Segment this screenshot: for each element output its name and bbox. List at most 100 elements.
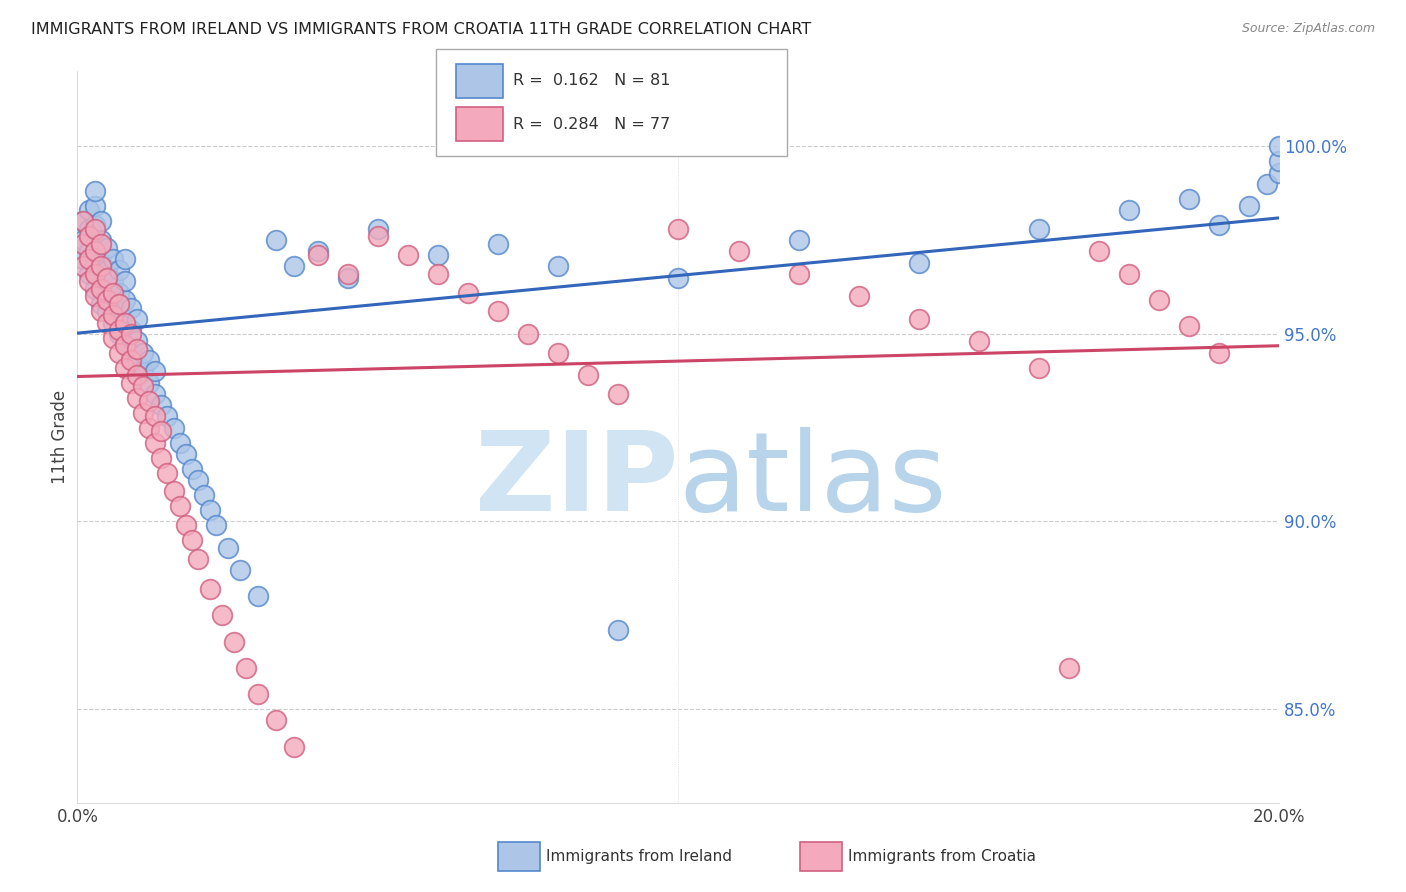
Point [114,338,136,352]
Point [145,387,167,401]
Point [79,203,101,218]
Point [204,518,226,533]
Point [187,473,209,487]
Point [150,425,173,439]
Point [193,488,215,502]
Point [127,391,149,405]
Point [1028,222,1050,236]
Point [84,185,107,199]
Point [103,308,125,322]
Point [90,278,112,293]
Point [264,713,287,727]
Point [72,260,94,274]
Point [217,541,239,555]
Point [283,260,305,274]
Point [668,222,690,236]
Point [307,248,329,262]
Point [132,364,155,378]
Point [1268,166,1291,180]
Point [1118,203,1140,218]
Point [103,274,125,288]
Point [84,218,107,232]
Point [127,342,149,356]
Point [114,334,136,349]
Text: R =  0.162   N = 81: R = 0.162 N = 81 [513,73,671,88]
Point [114,316,136,330]
Point [427,248,450,262]
Point [108,285,131,300]
Point [84,267,107,281]
Point [138,394,160,409]
Point [228,563,250,577]
Point [607,624,630,638]
Point [90,255,112,269]
Point [1208,345,1230,359]
Point [79,229,101,244]
Point [120,345,142,359]
Point [108,263,131,277]
Text: atlas: atlas [679,427,946,534]
Point [283,739,305,754]
Point [96,316,118,330]
Point [367,229,389,244]
Point [79,252,101,266]
Point [96,293,118,308]
Point [108,323,131,337]
Point [162,484,184,499]
Point [150,450,173,465]
Point [145,409,167,424]
Point [246,687,269,701]
Point [727,244,749,259]
Point [108,345,131,359]
Point [127,334,149,349]
Point [367,222,389,236]
Point [198,503,221,517]
Point [72,214,94,228]
Point [787,267,810,281]
Point [145,364,167,378]
Point [84,260,107,274]
Point [72,252,94,266]
Point [180,533,202,548]
Point [174,518,197,533]
Point [1268,154,1291,169]
Text: IMMIGRANTS FROM IRELAND VS IMMIGRANTS FROM CROATIA 11TH GRADE CORRELATION CHART: IMMIGRANTS FROM IRELAND VS IMMIGRANTS FR… [31,22,811,37]
Point [486,236,509,251]
Point [547,260,569,274]
Point [396,248,419,262]
Point [127,357,149,371]
Point [120,326,142,341]
Point [264,233,287,247]
Point [145,435,167,450]
Point [114,360,136,375]
Point [90,233,112,247]
Point [138,376,160,390]
Point [1088,244,1111,259]
Point [79,222,101,236]
Point [198,582,221,596]
Point [72,233,94,247]
Point [127,368,149,383]
Point [120,376,142,390]
Point [787,233,810,247]
Point [84,199,107,213]
Point [1057,661,1080,675]
Point [235,661,257,675]
Point [668,270,690,285]
Point [103,316,125,330]
Point [967,334,990,349]
Point [169,500,191,514]
Point [96,285,118,300]
Point [1149,293,1171,308]
Point [336,270,359,285]
Point [108,326,131,341]
Text: R =  0.284   N = 77: R = 0.284 N = 77 [513,117,671,132]
Point [908,312,931,326]
Y-axis label: 11th Grade: 11th Grade [51,390,69,484]
Point [156,409,179,424]
Point [547,345,569,359]
Point [103,252,125,266]
Point [132,379,155,393]
Point [180,462,202,476]
Point [120,353,142,368]
